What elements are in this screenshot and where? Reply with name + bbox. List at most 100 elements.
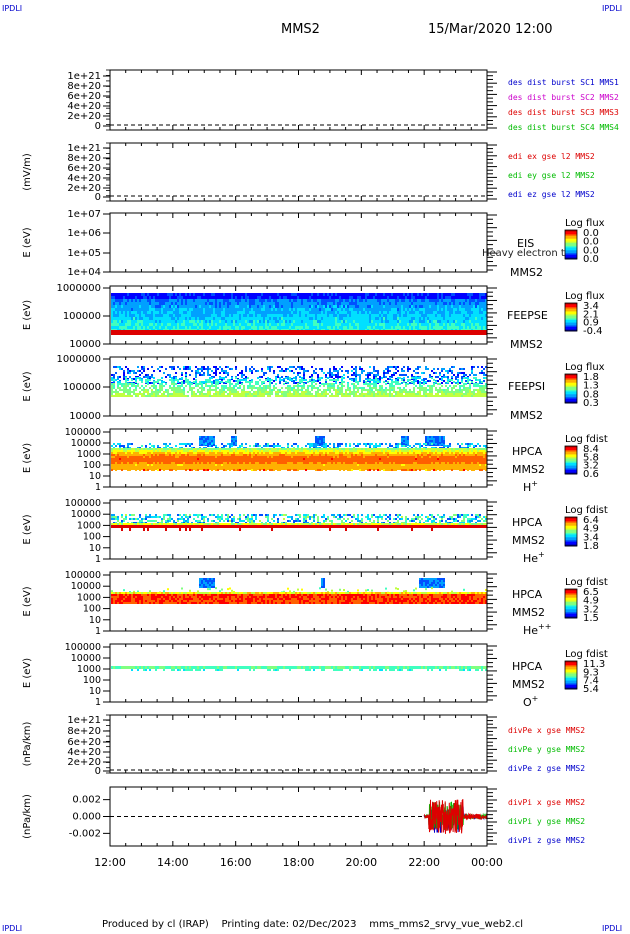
spectrogram-cell [329,370,331,372]
spectrogram-cell [449,323,451,326]
spectrogram-cell [339,387,341,389]
spectrogram-cell [181,393,183,395]
spectrogram-cell [257,383,259,385]
spectrogram-cell [303,391,305,393]
spectrogram-cell [175,314,177,317]
spectrogram-cell [437,389,439,391]
spectrogram-cell [365,308,367,311]
spectrogram-cell [401,326,403,329]
spectrogram-cell [461,323,463,326]
spectrogram-cell [329,395,331,397]
spectrogram-cell [319,382,321,384]
spectrogram-cell [339,391,341,393]
spectrogram-cell [409,305,411,308]
spectrogram-cell [153,395,155,397]
overlay-text: Heavy electron tof [482,248,575,259]
spectrogram-cell [311,299,313,302]
spectrogram-cell [429,330,431,335]
spectrogram-cell [195,317,197,320]
spectrogram-cell [417,293,419,296]
spectrogram-cell [333,368,335,370]
spectrogram-cell [143,391,145,393]
spectrogram-cell [479,330,481,335]
spectrogram-cell [111,374,113,376]
spectrogram-cell [225,305,227,308]
spectrogram-cell [125,323,127,326]
spectrogram-cell [373,370,375,372]
spectrogram-cell [467,320,469,323]
spectrogram-cell [467,317,469,320]
spectrogram-cell [417,393,419,395]
spectrogram-cell [351,370,353,372]
spectrogram-cell [273,372,275,374]
spectrogram-cell [191,326,193,329]
spectrogram-cell [315,383,317,385]
spectrogram-cell [451,296,453,299]
spectrogram-cell [337,296,339,299]
spectrogram-cell [365,378,367,380]
spectrogram-cell [267,330,269,335]
spectrogram-cell [463,393,465,395]
spectrogram-cell [293,326,295,329]
spectrogram-cell [357,314,359,317]
spectrogram-cell [405,389,407,391]
spectrogram-cell [113,296,115,299]
spectrogram-cell [307,323,309,326]
spectrogram-cell [381,323,383,326]
spectrogram-cell [315,391,317,393]
spectrogram-cell [367,302,369,305]
spectrogram-cell [121,445,123,447]
spectrogram-cell [467,305,469,308]
spectrogram-cell [271,389,273,391]
spectrogram-cell [279,314,281,317]
spectrogram-cell [145,293,147,296]
spectrogram-cell [153,293,155,296]
spectrogram-cell [147,323,149,326]
spectrogram-cell [185,368,187,370]
spectrogram-cell [315,393,317,395]
spectrogram-cell [441,377,443,379]
spectrogram-cell [179,389,181,391]
spectrogram-cell [237,395,239,397]
spectrogram-cell [159,296,161,299]
spectrogram-cell [359,314,361,317]
spectrogram-cell [279,391,281,393]
spectrogram-cell [345,314,347,317]
spectrogram-cell [321,391,323,393]
spectrogram-cell [221,330,223,335]
spectrogram-cell [481,326,483,329]
spectrogram-cell [111,448,113,450]
spectrogram-cell [201,370,203,372]
spectrogram-cell [377,311,379,314]
spectrogram-cell [137,305,139,308]
spectrogram-cell [313,381,315,383]
spectrogram-cell [373,395,375,397]
spectrogram-cell [343,317,345,320]
spectrogram-cell [421,382,423,384]
spectrogram-cell [337,376,339,378]
spectrogram-cell [385,387,387,389]
spectrogram-cell [417,308,419,311]
spectrogram-cell [403,387,405,389]
spectrogram-cell [469,296,471,299]
spectrogram-cell [185,311,187,314]
spectrogram-cell [195,372,197,374]
y-tick-label: 1e+07 [67,209,101,220]
spectrogram-cell [119,376,121,378]
spectrogram-cell [467,296,469,299]
spectrogram-cell [145,296,147,299]
spectrogram-cell [347,305,349,308]
spectrogram-cell [289,311,291,314]
spectrogram-cell [371,387,373,389]
spectrogram-cell [475,314,477,317]
spectrogram-cell [455,326,457,329]
spectrogram-cell [285,299,287,302]
spectrogram-cell [399,383,401,385]
spectrogram-cell [393,317,395,320]
spectrogram-cell [183,330,185,335]
spectrogram-cell [161,317,163,320]
spectrogram-cell [343,377,345,379]
spectrogram-cell [335,395,337,397]
spectrogram-cell [253,296,255,299]
spectrogram-cell [307,393,309,395]
